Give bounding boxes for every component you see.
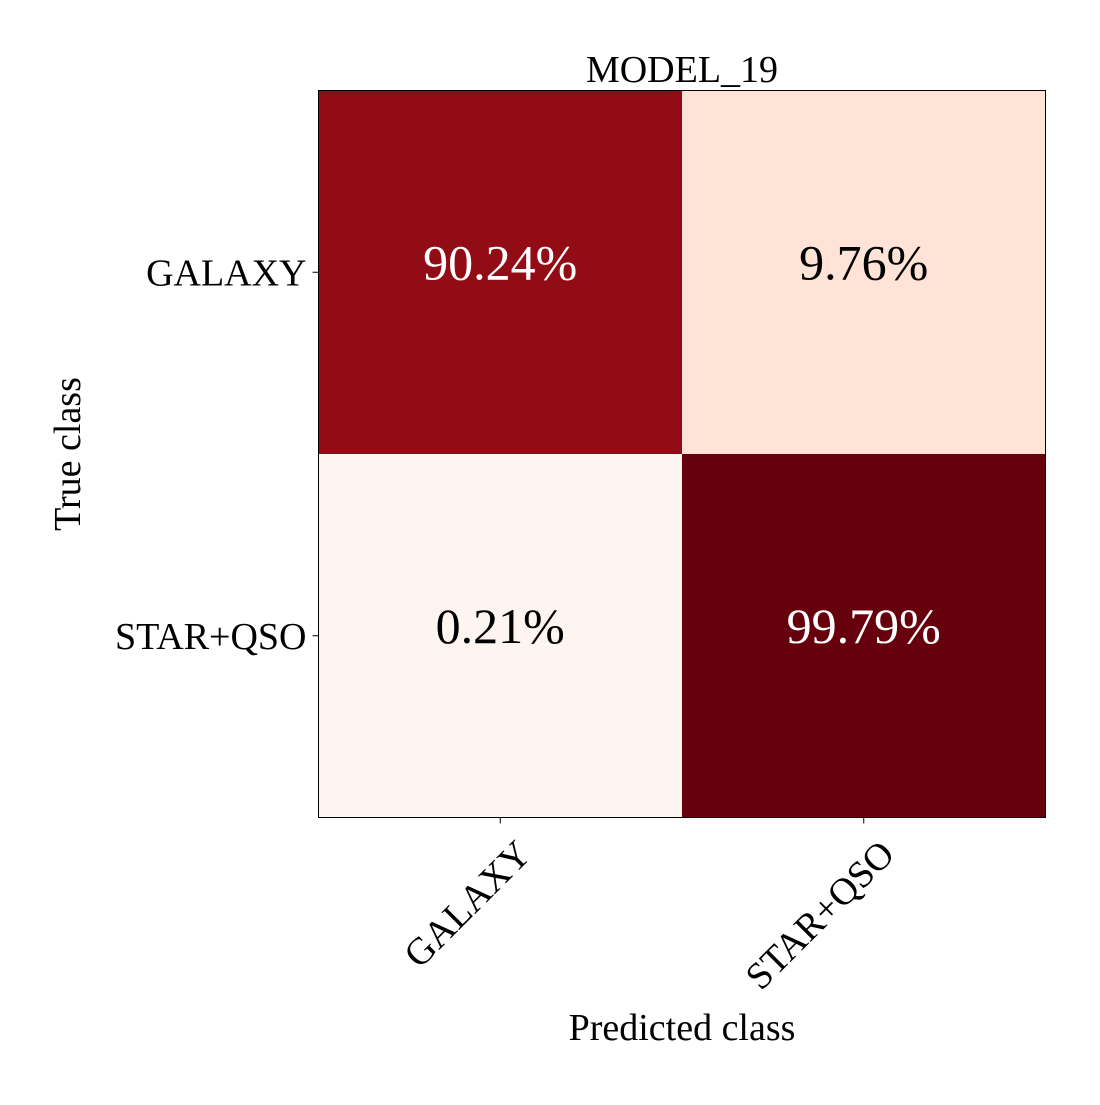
cell-label-star-qso-galaxy: 0.21% xyxy=(436,598,565,654)
heatmap-cell-galaxy-galaxy xyxy=(318,90,683,455)
x-axis-label: Predicted class xyxy=(569,1007,796,1049)
y-axis-ticks: GALAXY STAR+QSO xyxy=(115,252,319,658)
x-axis-ticks: GALAXY STAR+QSO xyxy=(396,817,903,998)
heatmap-cell-star-qso-star-qso xyxy=(682,454,1046,818)
cell-label-star-qso-star-qso: 99.79% xyxy=(787,598,941,654)
chart-title: MODEL_19 xyxy=(586,49,778,91)
x-tick-label-star-qso: STAR+QSO xyxy=(738,833,903,998)
plot-frame xyxy=(318,90,1046,818)
heatmap-cell-galaxy-star-qso xyxy=(682,90,1046,455)
heatmap-cells xyxy=(318,90,1046,818)
heatmap-cell-labels: 90.24% 9.76% 0.21% 99.79% xyxy=(423,235,941,655)
y-tick-label-galaxy: GALAXY xyxy=(146,252,306,294)
y-tick-label-star-qso: STAR+QSO xyxy=(115,616,307,658)
heatmap-cell-star-qso-galaxy xyxy=(318,454,683,818)
y-axis-label: True class xyxy=(47,377,89,531)
cell-label-galaxy-star-qso: 9.76% xyxy=(799,235,928,291)
x-tick-label-galaxy: GALAXY xyxy=(396,833,539,976)
cell-label-galaxy-galaxy: 90.24% xyxy=(423,235,577,291)
